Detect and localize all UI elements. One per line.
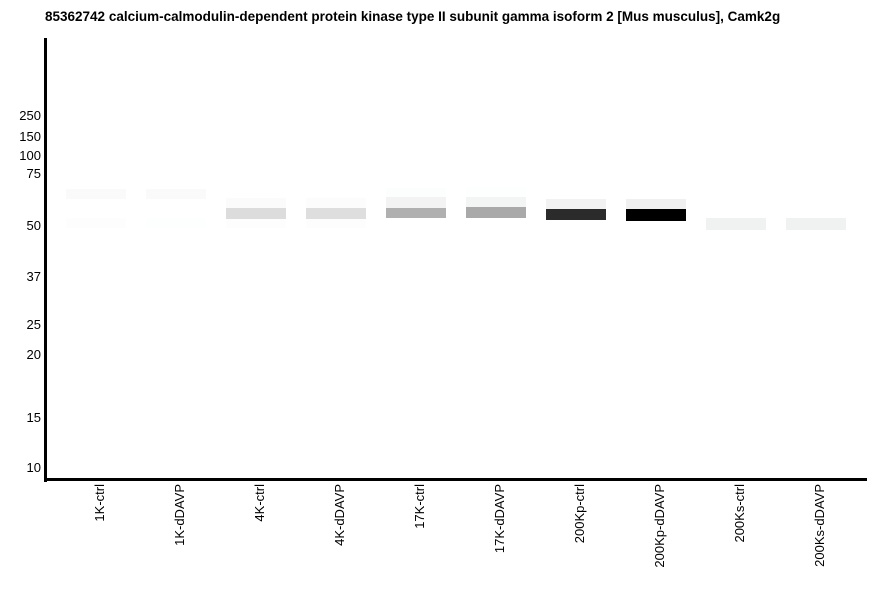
- y-axis-tick-label: 20: [26, 347, 41, 362]
- y-axis-tick-label: 10: [26, 460, 41, 475]
- lane-label: 1K-ctrl: [92, 484, 107, 522]
- protein-band: [546, 199, 606, 209]
- protein-band: [466, 207, 526, 218]
- protein-band: [146, 218, 206, 228]
- protein-band: [386, 197, 446, 208]
- lane-label: 200Kp-ctrl: [572, 484, 587, 544]
- y-axis-tick-label: 250: [19, 108, 41, 123]
- protein-band: [66, 218, 126, 228]
- protein-band: [386, 208, 446, 218]
- lane-label: 200Ks-ctrl: [732, 484, 747, 543]
- lane-label: 17K-ctrl: [412, 484, 427, 529]
- lane-label: 4K-dDAVP: [332, 484, 347, 546]
- lane-label: 200Kp-dDAVP: [652, 484, 667, 568]
- y-axis-tick-label: 75: [26, 166, 41, 181]
- protein-band: [226, 198, 286, 208]
- protein-band: [146, 189, 206, 199]
- protein-band: [786, 218, 846, 230]
- x-axis-line: [44, 478, 867, 481]
- protein-band: [626, 199, 686, 209]
- protein-band: [466, 187, 526, 197]
- protein-band: [466, 197, 526, 207]
- lane-label: 200Ks-dDAVP: [812, 484, 827, 567]
- protein-band: [546, 209, 606, 220]
- y-axis-tick-label: 50: [26, 218, 41, 233]
- lane-label: 17K-dDAVP: [492, 484, 507, 554]
- protein-band: [226, 219, 286, 228]
- protein-band: [306, 219, 366, 228]
- protein-band: [386, 188, 446, 197]
- protein-band: [306, 208, 366, 219]
- protein-band: [706, 218, 766, 230]
- y-axis-tick-label: 37: [26, 269, 41, 284]
- protein-band: [66, 189, 126, 199]
- y-axis-tick-label: 25: [26, 317, 41, 332]
- y-axis-tick-label: 150: [19, 129, 41, 144]
- protein-band: [626, 209, 686, 221]
- protein-band: [306, 198, 366, 208]
- figure-title: 85362742 calcium-calmodulin-dependent pr…: [45, 9, 781, 24]
- lane-label: 1K-dDAVP: [172, 484, 187, 546]
- y-axis-line: [44, 38, 47, 482]
- y-axis-tick-label: 15: [26, 410, 41, 425]
- lane-label: 4K-ctrl: [252, 484, 267, 522]
- protein-band: [226, 208, 286, 219]
- y-axis-tick-label: 100: [19, 148, 41, 163]
